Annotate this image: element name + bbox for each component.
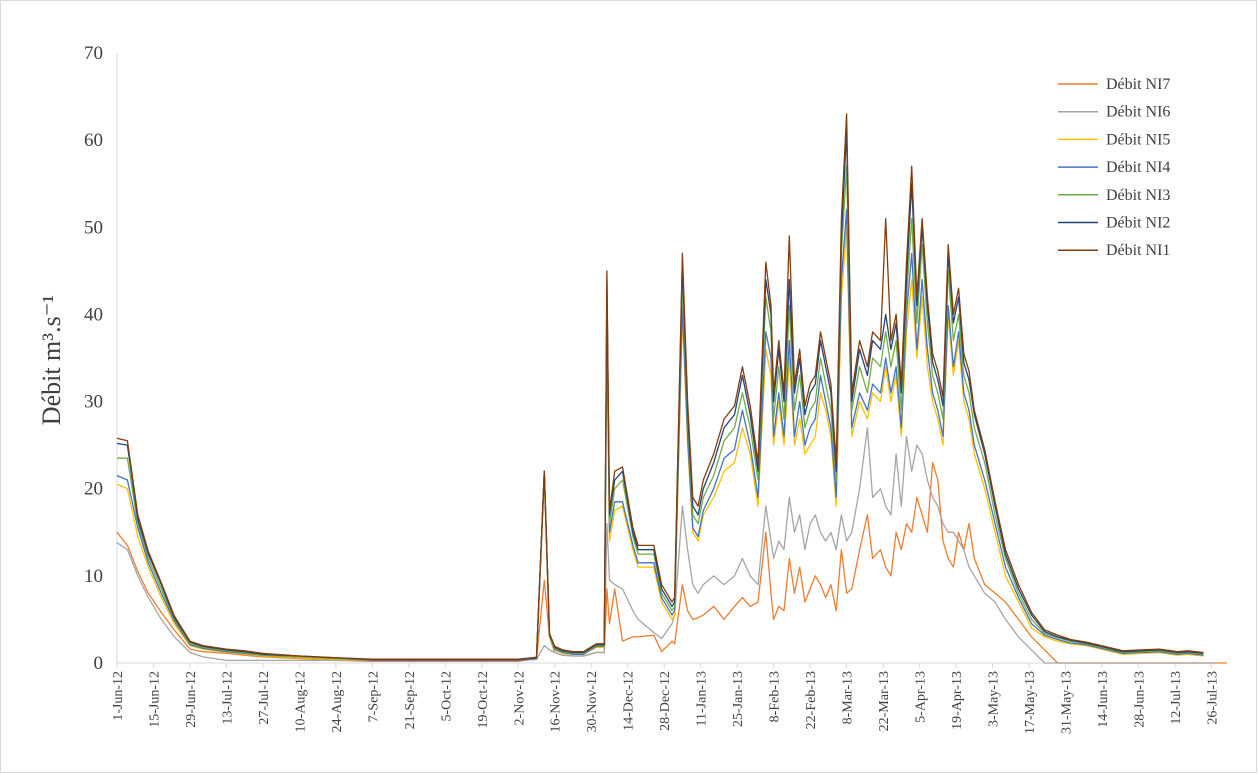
y-tick-label: 20 [84,479,103,500]
x-tick-label: 27-Jul-12 [257,671,272,725]
x-tick-label: 3-May-13 [986,671,1001,727]
x-tick-label: 14-Jun-13 [1096,671,1111,728]
y-tick-label: 30 [84,392,103,413]
legend-label: Débit NI3 [1106,187,1170,204]
x-tick-label: 12-Jul-13 [1169,671,1184,725]
y-tick-label: 60 [84,130,103,151]
x-tick-label: 15-Jun-12 [147,671,162,728]
x-tick-label: 26-Jul-13 [1205,671,1220,725]
x-tick-label: 22-Feb-13 [804,671,819,729]
legend-label: Débit NI6 [1106,104,1170,121]
series-line-d-bit-ni7 [116,461,1227,664]
x-axis: 1-Jun-12 15-Jun-12 29-Jun-12 13-Jul-12 27-Ju… [111,662,1227,734]
x-tick-label: 11-Jan-13 [695,671,710,726]
x-tick-label: 14-Dec-12 [622,671,637,731]
x-tick-label: 7-Sep-12 [366,671,381,722]
series-line-d-bit-ni6 [116,427,1214,664]
y-tick-label: 70 [84,43,103,64]
x-tick-label: 5-Oct-12 [439,671,454,722]
legend-label: Débit NI1 [1106,242,1170,259]
y-tick-label: 10 [84,566,103,587]
x-tick-label: 8-Feb-13 [768,671,783,722]
y-tick-label: 0 [94,653,104,674]
x-tick-label: 19-Apr-13 [950,671,965,730]
x-tick-label: 25-Jan-13 [731,671,746,727]
x-tick-label: 22-Mar-13 [877,671,892,731]
series-line-d-bit-ni1 [116,113,1204,660]
y-axis-label: Débit m³.s⁻¹ [37,295,66,425]
y-tick-label: 40 [84,304,103,325]
x-tick-label: 28-Jun-13 [1132,671,1147,728]
legend-label: Débit NI2 [1106,215,1170,232]
x-tick-label: 5-Apr-13 [914,671,929,723]
x-tick-label: 2-Nov-12 [512,671,527,725]
x-tick-label: 1-Jun-12 [111,671,126,721]
x-tick-label: 13-Jul-12 [220,671,235,725]
x-tick-label: 19-Oct-12 [476,671,491,729]
y-axis: 0 10 20 30 40 50 60 70 [84,43,118,674]
x-tick-label: 8-Mar-13 [841,671,856,724]
x-tick-label: 31-May-13 [1059,671,1074,734]
legend-label: Débit NI7 [1106,76,1170,93]
legend-label: Débit NI4 [1106,159,1170,176]
x-tick-label: 17-May-13 [1023,671,1038,734]
x-tick-label: 29-Jun-12 [184,671,199,728]
x-tick-label: 10-Aug-12 [293,671,308,732]
x-tick-label: 16-Nov-12 [549,671,564,732]
x-tick-label: 21-Sep-12 [403,671,418,729]
x-tick-label: 30-Nov-12 [585,671,600,732]
legend: Débit NI7 Débit NI6 Débit NI5 Débit NI4 Débi… [1058,76,1170,259]
series-layer [116,113,1227,664]
legend-label: Débit NI5 [1106,131,1170,148]
x-tick-label: 24-Aug-12 [330,671,345,732]
x-tick-label: 28-Dec-12 [658,671,673,731]
y-tick-label: 50 [84,217,103,238]
